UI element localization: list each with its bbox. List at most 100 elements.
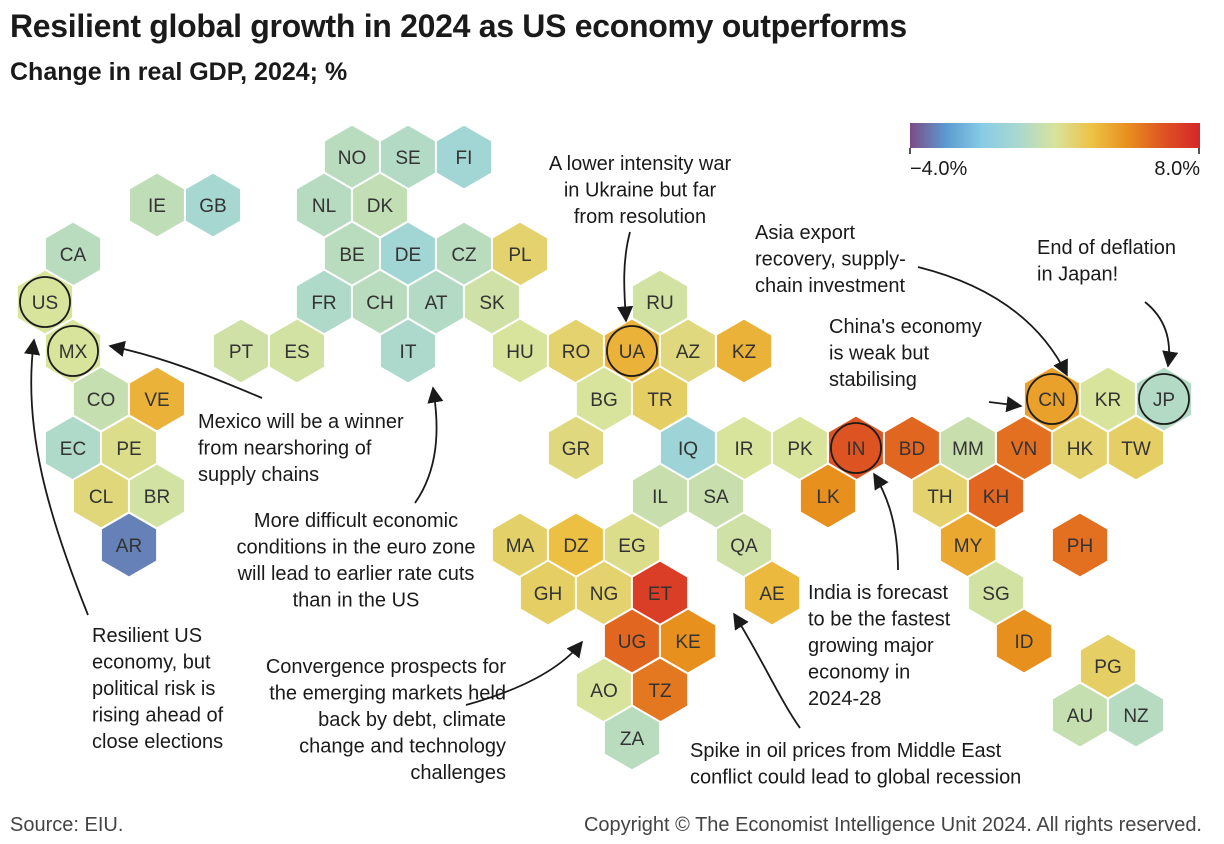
country-tile-cz[interactable]: CZ xyxy=(434,220,494,288)
country-hex xyxy=(434,123,494,191)
annotation-line: back by debt, climate xyxy=(318,709,506,731)
country-hex xyxy=(714,317,774,385)
country-tile-es[interactable]: ES xyxy=(267,317,327,385)
country-tile-nz[interactable]: NZ xyxy=(1106,681,1166,749)
highlight-ring xyxy=(1138,373,1190,425)
country-code-label: KH xyxy=(983,487,1009,508)
country-tile-us[interactable]: US xyxy=(15,268,75,336)
country-tile-br[interactable]: BR xyxy=(127,462,187,530)
country-hex xyxy=(742,559,802,627)
country-tile-pt[interactable]: PT xyxy=(211,317,271,385)
country-tile-jp[interactable]: JP xyxy=(1134,365,1194,433)
country-hex xyxy=(798,462,858,530)
annotation-line: in Ukraine but far xyxy=(564,180,717,202)
country-hex xyxy=(546,414,606,482)
country-code-label: AT xyxy=(425,293,448,314)
country-code-label: TW xyxy=(1121,439,1151,460)
country-code-label: GH xyxy=(534,584,563,605)
annotation-emerging: Convergence prospects for the emerging ma… xyxy=(266,656,506,784)
annotation-india: India is forecast to be the fastest growin… xyxy=(808,582,951,710)
country-code-label: DK xyxy=(367,196,394,217)
annotation-ukraine: A lower intensity war in Ukraine but far f… xyxy=(549,153,732,228)
country-code-label: ID xyxy=(1015,632,1034,653)
country-code-label: TZ xyxy=(648,681,672,702)
annotation-line: China's economy xyxy=(829,316,982,338)
country-code-label: EG xyxy=(618,536,645,557)
country-code-label: DZ xyxy=(563,536,589,557)
annotation-line: economy, but xyxy=(92,652,211,674)
country-tile-tz[interactable]: TZ xyxy=(630,656,690,724)
annotation-asia-export: Asia export recovery, supply-chain invest… xyxy=(755,222,906,297)
copyright-note: Copyright © The Economist Intelligence U… xyxy=(583,814,1202,836)
annotation-line: 2024-28 xyxy=(808,688,881,710)
country-tile-gr[interactable]: GR xyxy=(546,414,606,482)
emerging-arrow xyxy=(465,640,584,706)
country-tile-pl[interactable]: PL xyxy=(490,220,550,288)
country-tile-sg[interactable]: SG xyxy=(966,559,1026,627)
country-code-label: IR xyxy=(735,439,754,460)
country-tile-co[interactable]: CO xyxy=(71,365,131,433)
china-arrow xyxy=(988,396,1023,413)
country-tile-ae[interactable]: AE xyxy=(742,559,802,627)
country-code-label: QA xyxy=(730,536,758,557)
country-tile-mx[interactable]: MX xyxy=(43,317,103,385)
annotation-line: from nearshoring of xyxy=(198,438,372,460)
annotation-line: challenges xyxy=(410,762,506,784)
country-tile-ar[interactable]: AR xyxy=(99,511,159,579)
country-tile-kz[interactable]: KZ xyxy=(714,317,774,385)
country-tile-gb[interactable]: GB xyxy=(183,171,243,239)
country-code-label: CN xyxy=(1038,390,1065,411)
country-code-label: ET xyxy=(648,584,673,605)
country-code-label: PH xyxy=(1067,536,1093,557)
country-code-label: SE xyxy=(395,148,420,169)
country-hex xyxy=(602,704,662,772)
country-hex xyxy=(99,511,159,579)
country-code-label: PL xyxy=(508,245,531,266)
japan-arrow xyxy=(1144,301,1179,368)
country-tile-fi[interactable]: FI xyxy=(434,123,494,191)
annotation-line: political risk is xyxy=(92,678,215,700)
country-tile-pg[interactable]: PG xyxy=(1078,632,1138,700)
country-code-label: IT xyxy=(400,342,417,363)
annotation-line: Convergence prospects for xyxy=(266,656,506,678)
country-code-label: CA xyxy=(60,245,87,266)
chart-subtitle: Change in real GDP, 2024; % xyxy=(10,58,348,86)
country-tile-ve[interactable]: VE xyxy=(127,365,187,433)
country-tile-my[interactable]: MY xyxy=(938,511,998,579)
country-code-label: SK xyxy=(479,293,505,314)
country-tile-ph[interactable]: PH xyxy=(1050,511,1110,579)
annotation-line: recovery, supply- xyxy=(755,249,906,271)
country-code-label: MX xyxy=(59,342,88,363)
country-tile-it[interactable]: IT xyxy=(378,317,438,385)
country-tile-ie[interactable]: IE xyxy=(127,171,187,239)
country-tile-kh[interactable]: KH xyxy=(966,462,1026,530)
country-tile-in[interactable]: IN xyxy=(826,414,886,482)
annotation-line: in Japan! xyxy=(1037,264,1118,286)
color-legend: −4.0% 8.0% xyxy=(909,123,1200,180)
annotation-line: Resilient US xyxy=(92,625,202,647)
country-tile-sa[interactable]: SA xyxy=(686,462,746,530)
annotation-us: Resilient US economy, but political risk i… xyxy=(92,625,224,753)
highlight-ring xyxy=(19,276,71,328)
country-hex xyxy=(378,317,438,385)
euro-arrow xyxy=(414,386,444,504)
country-tile-no[interactable]: NO xyxy=(322,123,382,191)
annotation-line: supply chains xyxy=(198,464,319,486)
country-tile-iq[interactable]: IQ xyxy=(658,414,718,482)
country-tile-tw[interactable]: TW xyxy=(1106,414,1166,482)
country-tile-et[interactable]: ET xyxy=(630,559,690,627)
country-tile-qa[interactable]: QA xyxy=(714,511,774,579)
country-hex xyxy=(183,171,243,239)
country-code-label: AR xyxy=(116,536,142,557)
annotation-line: A lower intensity war xyxy=(549,153,732,175)
country-code-label: MY xyxy=(954,536,983,557)
country-tile-za[interactable]: ZA xyxy=(602,704,662,772)
country-tile-lk[interactable]: LK xyxy=(798,462,858,530)
country-tile-id[interactable]: ID xyxy=(994,607,1054,675)
country-hex xyxy=(1106,414,1166,482)
annotation-mexico: Mexico will be a winner from nearshoring … xyxy=(198,411,404,486)
country-tile-dk[interactable]: DK xyxy=(350,171,410,239)
country-tile-vn[interactable]: VN xyxy=(994,414,1054,482)
country-hex xyxy=(1106,681,1166,749)
